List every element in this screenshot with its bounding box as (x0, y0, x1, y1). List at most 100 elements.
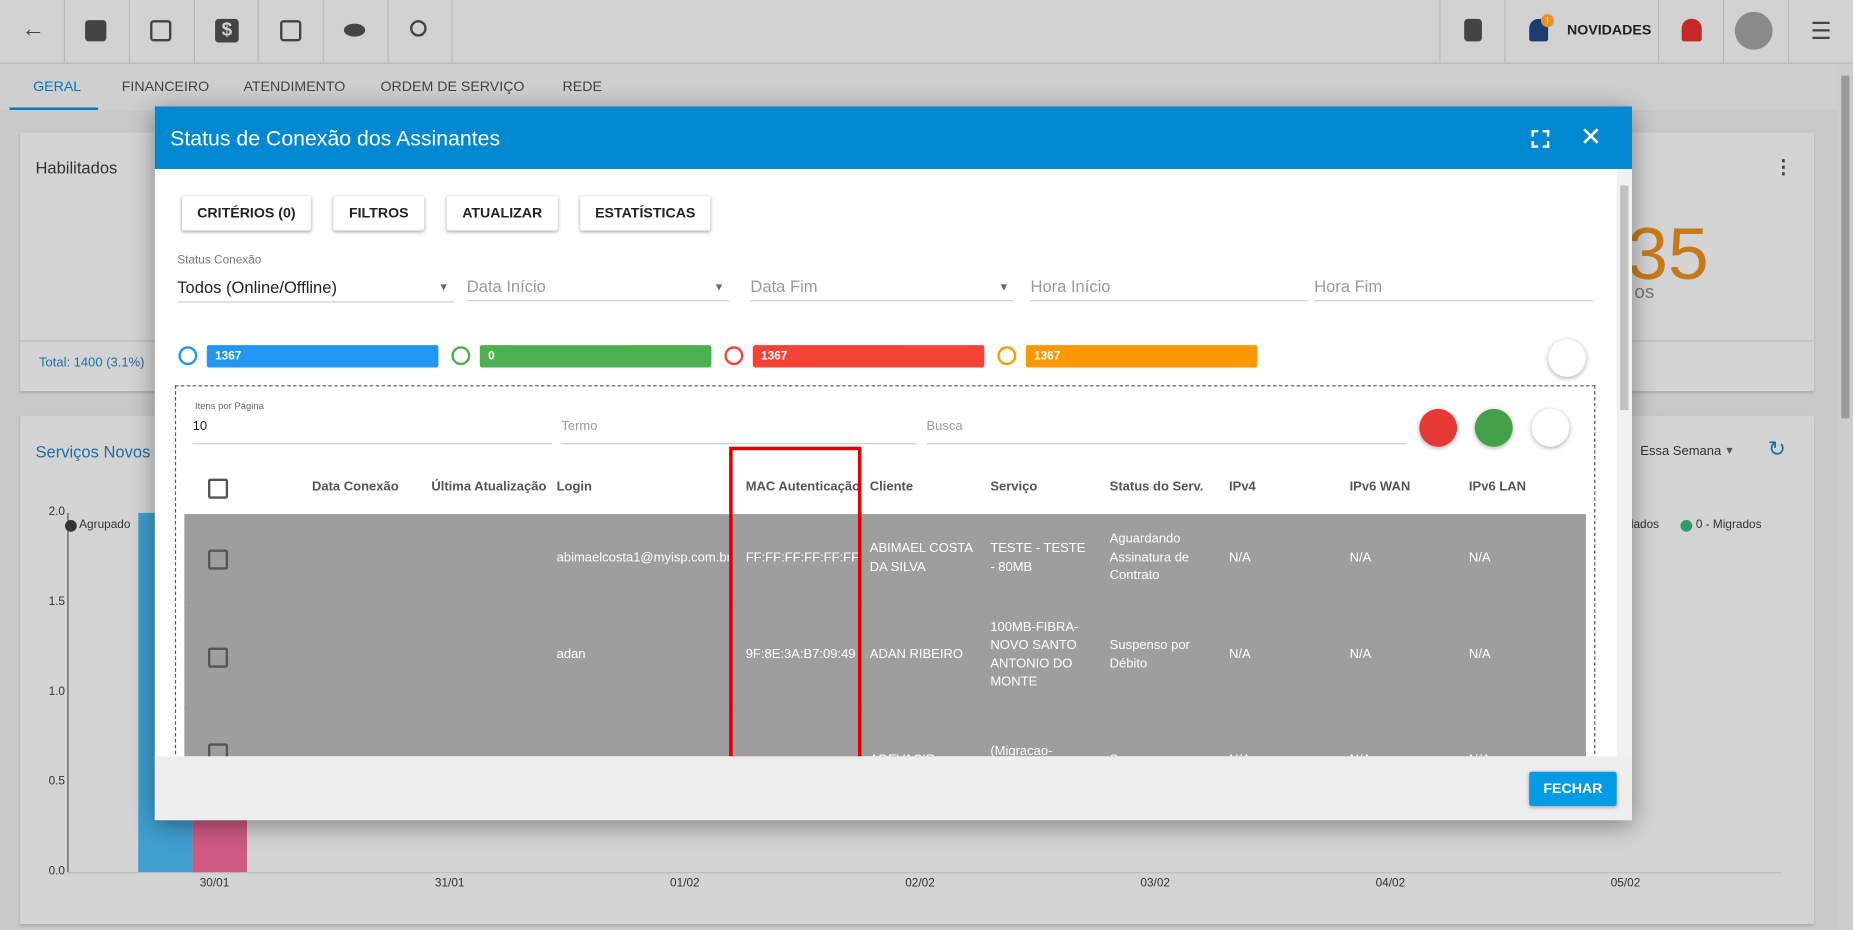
divider (257, 0, 259, 63)
tab[interactable]: ATENDIMENTO (243, 77, 346, 95)
cell-text: 100MB-FIBRA-NOVO SANTO ANTONIO DO MONTE (990, 619, 1079, 689)
alarm-icon[interactable] (1681, 18, 1702, 42)
input[interactable]: Data Fim (750, 277, 1014, 302)
table-cell: abimaelcosta1@myisp.com.br (557, 514, 730, 603)
tab[interactable]: GERAL (33, 77, 82, 95)
cell-text: adan (556, 647, 586, 662)
column-header[interactable]: Cliente (869, 479, 914, 494)
divider (322, 0, 324, 63)
checkbox[interactable] (207, 478, 229, 499)
checkbox[interactable] (207, 549, 229, 570)
legend-dot (64, 519, 77, 532)
period-select[interactable]: Essa Semana (1640, 444, 1722, 459)
select[interactable]: 10 (192, 420, 552, 445)
avatar[interactable] (1734, 11, 1773, 50)
cell-text: 9F:8E:3A:B7:09:49 (745, 647, 856, 662)
table-cell: (Migracao-TesteMap) (990, 708, 1090, 756)
y-tick-label: 1.0 (48, 685, 65, 699)
table-cell: N/A (1229, 514, 1335, 603)
cell-text: ABIMAEL COSTA DA SILVA (869, 541, 973, 574)
dropdown-arrow: ▼ (438, 281, 449, 294)
legend-label: Agrupado (79, 518, 131, 532)
kebab[interactable]: ⋮ (1773, 158, 1793, 179)
round-button[interactable] (1531, 408, 1570, 447)
menu-icon[interactable]: ☰ (1810, 18, 1832, 45)
novidades[interactable]: NOVIDADES (1567, 21, 1652, 38)
y-tick-label: 2.0 (48, 505, 65, 519)
column-header[interactable]: MAC Autenticação (745, 479, 861, 494)
modal-title: Status de Conexão dos Assinantes (170, 126, 501, 151)
scrollbar (1837, 63, 1853, 930)
column-header[interactable]: Data Conexão (311, 479, 399, 494)
table-row (184, 602, 1586, 710)
column-header[interactable]: Status do Serv. (1109, 479, 1204, 494)
x-axis (67, 872, 1781, 874)
close-button[interactable]: FECHAR (1529, 771, 1617, 806)
checkbox[interactable] (207, 647, 229, 668)
calendar-icon[interactable] (150, 20, 172, 42)
cell-text: ADAN RIBEIRO (869, 647, 963, 662)
tab[interactable]: FINANCEIRO (121, 77, 210, 95)
column-header[interactable]: IPv6 LAN (1468, 479, 1527, 494)
divider (1658, 0, 1660, 63)
refresh-icon[interactable]: ↻ (1767, 437, 1786, 461)
counter-bar: 1367 (1025, 345, 1258, 368)
dollar-icon[interactable]: $ (215, 18, 239, 43)
big-sub: os (1634, 282, 1655, 303)
toolbar-button[interactable]: FILTROS (333, 196, 425, 231)
table-cell: N/A (1350, 603, 1456, 708)
back-icon[interactable]: ← (21, 16, 45, 43)
table-cell: N/A (1350, 514, 1456, 603)
column-header[interactable]: Última Atualização (431, 479, 547, 494)
counter-icon (178, 346, 198, 366)
field-label: Status Conexão (177, 254, 262, 268)
total: Total: 1400 (3.1%) (38, 355, 145, 370)
cell-text: (Migracao-TesteMap) (990, 743, 1053, 757)
input[interactable]: Busca (926, 420, 1407, 445)
fullscreen-icon[interactable] (1531, 129, 1550, 148)
close-icon[interactable]: ✕ (1580, 121, 1602, 152)
scroll-thumb[interactable] (1620, 185, 1629, 411)
pdf-icon[interactable] (1464, 18, 1482, 42)
select[interactable]: Termo (561, 420, 918, 445)
table-cell: N/A (1469, 603, 1575, 708)
column-header[interactable]: IPv4 (1229, 479, 1256, 494)
cell-text: N/A (1229, 752, 1251, 756)
select[interactable]: Todos (Online/Offline) (177, 278, 455, 303)
input[interactable]: Hora Início (1030, 277, 1309, 302)
tabs: GERAL FINANCEIRO ATENDIMENTO ORDEM DE SERVI… (0, 63, 1853, 110)
collapse-button[interactable] (1548, 339, 1586, 377)
scroll-thumb[interactable] (1841, 75, 1850, 419)
contact-icon[interactable] (85, 20, 107, 42)
x-tick-label: 30/01 (199, 876, 230, 890)
search-icon[interactable] (410, 20, 427, 37)
input[interactable]: Data Início (466, 277, 730, 302)
tab[interactable]: REDE (562, 77, 602, 95)
table-row (184, 514, 1586, 604)
counter-icon (724, 346, 744, 366)
terminal-icon[interactable] (280, 20, 302, 42)
eye-icon[interactable] (343, 23, 366, 37)
toolbar-button[interactable]: ATUALIZAR (446, 196, 558, 231)
divider (451, 0, 453, 63)
modal-body: CRITÉRIOS (0) FILTROS ATUALIZAR ESTATÍSTICA… (155, 168, 1633, 757)
divider (1504, 0, 1506, 63)
divider (387, 0, 389, 63)
tab[interactable]: ORDEM DE SERVIÇO (380, 77, 525, 95)
column-header[interactable]: Serviço (990, 479, 1038, 494)
y-axis (67, 512, 69, 873)
checkbox[interactable] (207, 743, 229, 757)
table-cell: N/A (1229, 603, 1335, 708)
cell-text: N/A (1349, 550, 1372, 565)
round-button[interactable] (1419, 408, 1458, 447)
modal-scrollbar (1616, 168, 1633, 757)
table-row (184, 707, 1586, 757)
column-header[interactable]: Login (556, 479, 592, 494)
input[interactable]: Hora Fim (1314, 277, 1594, 302)
toolbar-button[interactable]: ESTATÍSTICAS (580, 196, 711, 231)
toolbar-button[interactable]: CRITÉRIOS (0) (181, 196, 311, 231)
column-header[interactable]: IPv6 WAN (1349, 479, 1411, 494)
table-cell: 9F:8E:3A:B7:09:49 (746, 603, 858, 708)
round-button[interactable] (1474, 408, 1513, 447)
